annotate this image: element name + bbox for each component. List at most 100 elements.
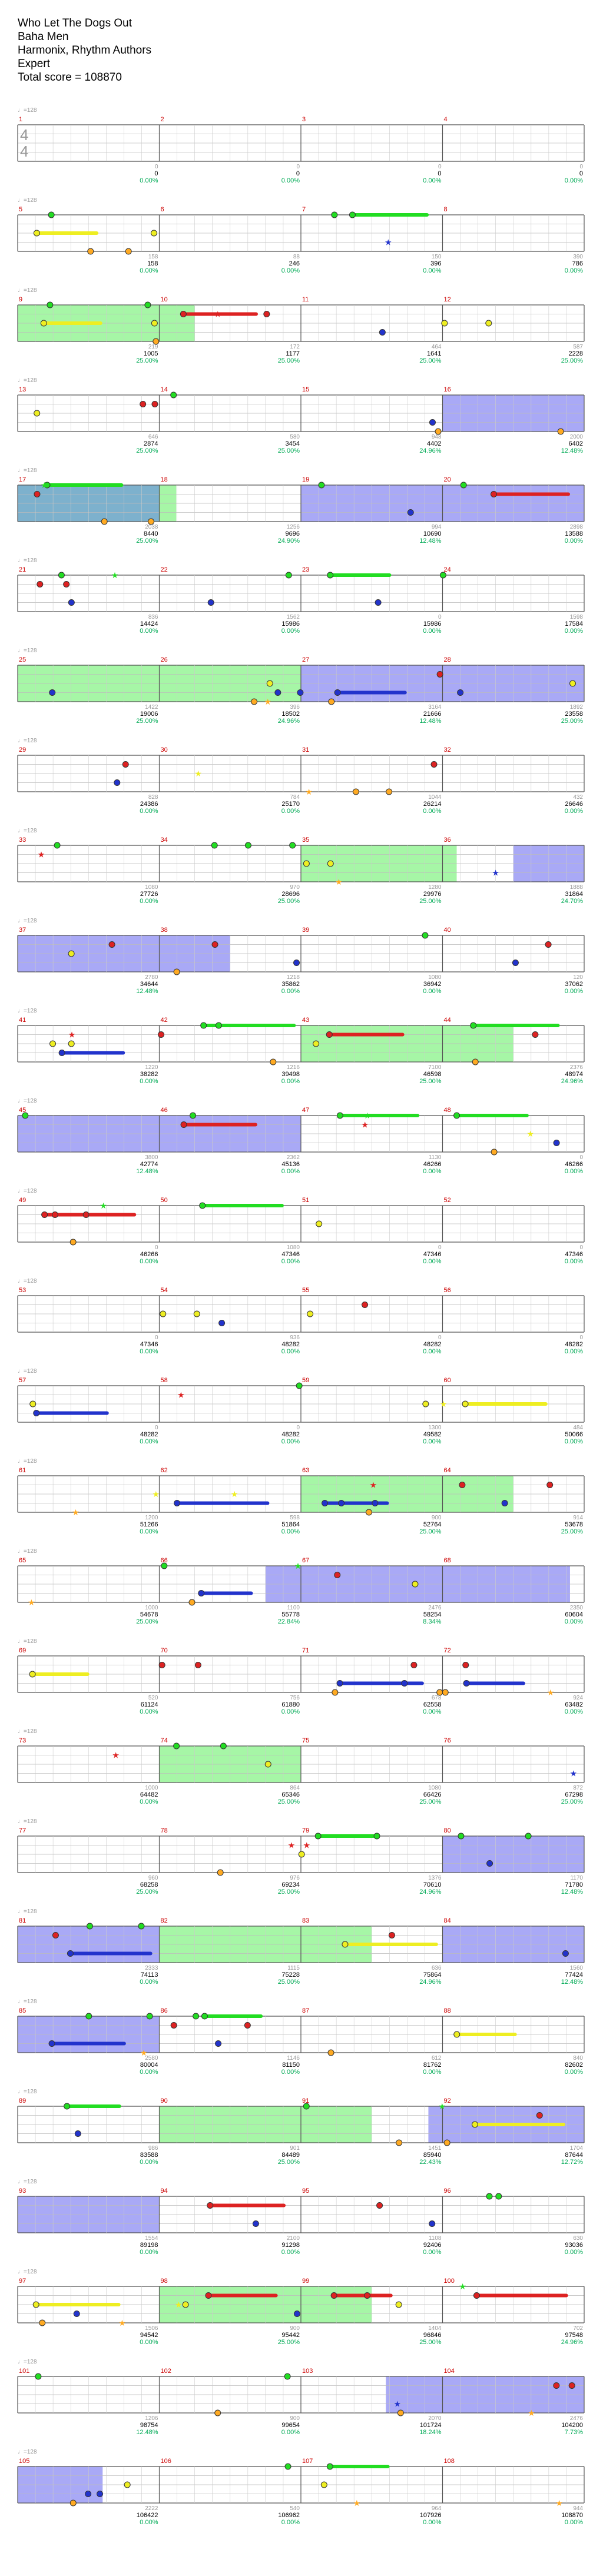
measure-subscore: 2476 xyxy=(570,2415,584,2422)
note-gem xyxy=(485,320,492,327)
note-gem xyxy=(495,2193,502,2200)
measure-subscore: 976 xyxy=(290,1875,300,1881)
measure-percent: 0.00% xyxy=(281,2069,300,2076)
measure-number: 106 xyxy=(161,2458,171,2465)
star-note: ★ xyxy=(264,697,271,706)
note-gem xyxy=(422,932,429,939)
measure-score: 8440 xyxy=(144,530,158,537)
measure-score: 158 xyxy=(147,260,158,267)
measure-number: 80 xyxy=(444,1827,451,1834)
note-gem xyxy=(153,338,160,345)
measure-number: 100 xyxy=(444,2278,455,2285)
star-note: ★ xyxy=(111,570,119,580)
measure-number: 35 xyxy=(302,836,309,844)
note-gem xyxy=(327,572,334,579)
star-note: ★ xyxy=(385,238,392,247)
measure-number: 93 xyxy=(19,2187,26,2195)
measure-number: 92 xyxy=(444,2097,451,2104)
note-gem xyxy=(68,599,75,606)
measure-score: 104200 xyxy=(561,2422,583,2429)
note-gem xyxy=(39,2319,46,2326)
measure-percent: 0.00% xyxy=(565,177,583,184)
measure-score: 47346 xyxy=(281,1251,300,1258)
measure-percent: 0.00% xyxy=(281,2429,300,2436)
note-gem xyxy=(194,1662,201,1668)
measure-number: 48 xyxy=(444,1107,451,1114)
measure-percent: 12.72% xyxy=(561,2159,584,2166)
star-note: ★ xyxy=(492,868,499,878)
measure-percent: 25.00% xyxy=(278,1888,300,1896)
measure-score: 97548 xyxy=(565,2332,583,2339)
measure-subscore: 1080 xyxy=(287,1244,300,1251)
measure-percent: 0.00% xyxy=(140,1798,158,1805)
note-gem xyxy=(146,2013,153,2020)
measure-subscore: 7100 xyxy=(428,1064,442,1071)
measure-percent: 0.00% xyxy=(140,1078,158,1085)
note-gem xyxy=(64,2103,71,2110)
measure-subscore: 540 xyxy=(290,2505,300,2512)
note-gem xyxy=(252,2220,259,2227)
note-gem xyxy=(124,2481,131,2488)
measure-score: 23558 xyxy=(565,711,583,718)
measure-number: 18 xyxy=(161,476,168,483)
note-gem xyxy=(326,2463,333,2470)
note-gem xyxy=(546,1482,554,1488)
measure-score: 106422 xyxy=(137,2512,158,2519)
note-gem xyxy=(386,788,393,795)
measure-subscore: 1554 xyxy=(145,2235,158,2242)
measure-subscore: 3800 xyxy=(145,1154,158,1161)
measure-number: 9 xyxy=(19,296,22,303)
measure-score: 786 xyxy=(572,260,583,267)
measure-score: 39498 xyxy=(281,1071,300,1078)
note-gem xyxy=(289,842,296,849)
note-gem xyxy=(463,1680,470,1687)
tempo-marker: ♩=128 xyxy=(18,1008,37,1014)
measure-number: 103 xyxy=(302,2368,313,2375)
note-gem xyxy=(151,401,158,407)
measure-number: 81 xyxy=(19,1917,26,1924)
measure-number: 44 xyxy=(444,1017,451,1024)
note-gem xyxy=(251,698,258,705)
measure-percent: 0.00% xyxy=(565,808,583,815)
measure-percent: 0.00% xyxy=(281,808,300,815)
note-gem xyxy=(307,1310,314,1317)
note-gem xyxy=(190,1112,197,1119)
measure-percent: 22.84% xyxy=(278,1618,300,1625)
measure-score: 47346 xyxy=(565,1251,583,1258)
note-gem xyxy=(439,572,446,579)
note-gem xyxy=(375,599,382,606)
measure-score: 61124 xyxy=(141,1701,158,1708)
measure-percent: 25.00% xyxy=(561,718,584,725)
star-note: ★ xyxy=(526,1129,534,1138)
note-gem xyxy=(303,860,310,867)
note-gem xyxy=(215,1022,222,1029)
tempo-marker: ♩=128 xyxy=(18,2449,37,2455)
measure-score: 48282 xyxy=(140,1431,158,1438)
measure-number: 3 xyxy=(302,116,306,123)
measure-number: 32 xyxy=(444,746,451,753)
measure-percent: 25.00% xyxy=(278,447,300,454)
measure-number: 58 xyxy=(161,1377,168,1384)
measure-score: 17584 xyxy=(565,620,583,628)
measure-number: 65 xyxy=(19,1557,26,1564)
measure-number: 83 xyxy=(302,1917,309,1924)
total-score: Total score = 108870 xyxy=(18,71,151,84)
measure-score: 63482 xyxy=(565,1701,583,1708)
star-note: ★ xyxy=(294,1561,302,1571)
tempo-marker: ♩=128 xyxy=(18,1818,37,1825)
note-gem xyxy=(160,1310,167,1317)
star-note: ★ xyxy=(440,1399,448,1409)
note-gem xyxy=(472,2121,479,2128)
note-gem xyxy=(138,1923,145,1930)
measure-percent: 0.00% xyxy=(423,2519,441,2526)
star-note: ★ xyxy=(231,1489,238,1499)
note-gem xyxy=(68,1040,75,1047)
measure-percent: 24.70% xyxy=(561,898,584,905)
measure-number: 7 xyxy=(302,206,306,213)
measure-score: 75864 xyxy=(423,1971,442,1979)
note-gem xyxy=(48,2040,55,2047)
measure-percent: 0.00% xyxy=(423,1258,441,1265)
note-gem xyxy=(557,428,564,435)
measure-number: 70 xyxy=(161,1647,168,1654)
measure-number: 21 xyxy=(19,566,26,573)
